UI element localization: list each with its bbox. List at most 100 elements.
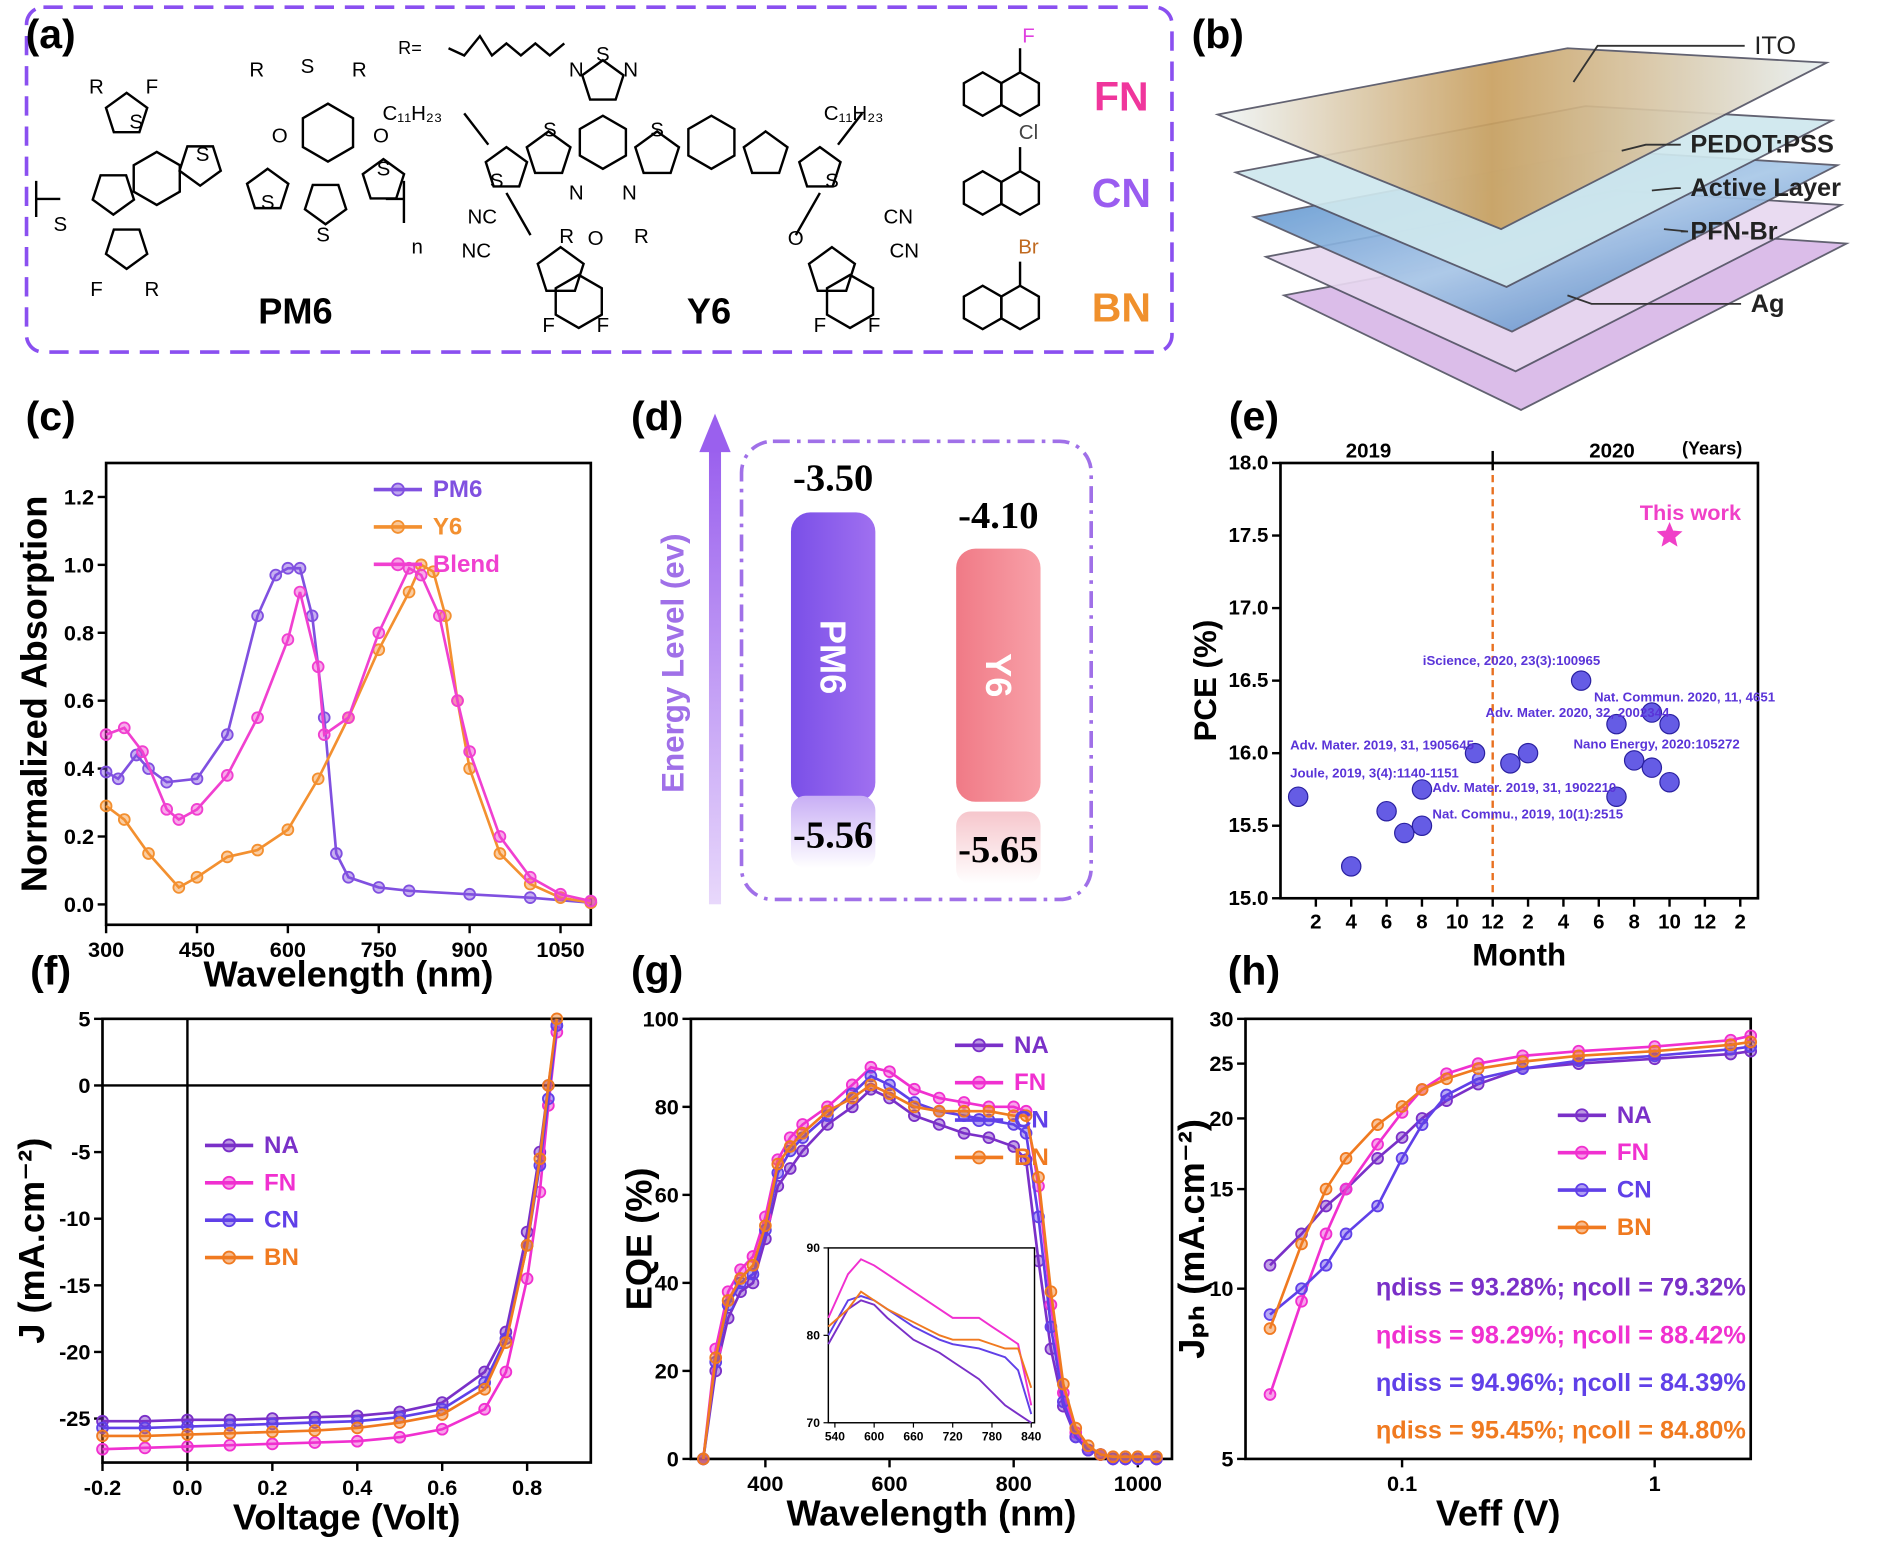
marker [1395,1152,1409,1165]
marker [220,769,234,782]
device-layer-label: ITO [1754,32,1796,60]
citation-annotation: Adv. Mater. 2019, 31, 1902210 [1432,780,1616,795]
atom-label: S [53,213,67,236]
x-tick-label: 4 [1558,911,1570,934]
legend-swatch-marker [222,1250,237,1265]
lumo-value: -3.50 [793,458,873,500]
ring [361,157,406,200]
x-tick-label: 400 [747,1471,783,1496]
y-tick-label: 18.0 [1229,451,1269,474]
x-tick-label: 4 [1346,911,1358,934]
efficiency-annotation: ηdiss = 95.45%; ηcoll = 84.80% [1376,1417,1746,1445]
atom-label: CN [883,206,913,229]
series-line [827,1295,1033,1415]
ring [825,273,875,330]
marker [523,891,537,904]
pm6-bar [790,512,876,802]
marker [117,721,131,735]
x-axis-label: Veff (V) [1436,1493,1561,1534]
panel-label: (h) [1228,948,1280,994]
atom-label: F [90,278,103,301]
x-tick-label: -0.2 [84,1475,121,1500]
year-label: 2020 [1589,439,1635,462]
marker [542,1079,555,1092]
marker [1371,1152,1384,1165]
ring [1000,284,1041,331]
y6-bar [956,548,1041,802]
ring [132,150,181,207]
panel-label: (c) [26,393,76,439]
y-tick-label: 100 [643,1006,679,1031]
marker [451,694,464,708]
chart: 2 4 6 8 10 12 2 4 6 8 10 12 215.015.516.016.517.017.… [1188,439,1775,973]
atom-label: S [377,157,391,180]
marker [372,626,386,640]
x-axis-label: Month [1472,937,1566,972]
marker [957,1104,971,1118]
legend-label: CN [1014,1107,1049,1134]
marker [1081,1439,1095,1453]
r-chain [448,34,566,58]
series-line [105,566,591,905]
marker [478,1402,491,1416]
series-group [96,1012,564,1456]
marker [908,1100,921,1114]
marker [99,799,113,813]
marker [435,1422,449,1436]
y-tick-label: 80 [655,1094,679,1119]
marker [746,1267,760,1281]
marker [1516,1055,1529,1068]
ring [91,174,136,217]
marker [1119,1450,1132,1464]
ring [178,145,223,188]
series-group [1287,521,1683,877]
atom-label: O [373,125,389,148]
y-tick-label: 16.5 [1229,669,1269,692]
homo-value: -5.65 [958,829,1038,871]
marker [1019,1109,1033,1122]
efficiency-annotation: ηdiss = 93.28%; ηcoll = 79.32% [1376,1274,1746,1302]
y-tick-label: 40 [655,1270,679,1295]
material-name: PM6 [813,620,854,694]
plot-frame [1244,1017,1753,1461]
marker [734,1272,747,1285]
y-tick-label: 25 [1209,1051,1233,1076]
molecule-name: Y6 [687,291,731,332]
marker [523,870,537,884]
y-tick-label: 15.5 [1229,814,1269,837]
marker [932,1091,946,1105]
marker [845,1091,859,1105]
series-line [105,563,592,905]
point [1517,742,1539,764]
ring [245,167,290,210]
point [1394,822,1415,844]
y6-homo-band [956,811,1041,884]
marker [883,1078,896,1092]
y-axis-label: EQE (%) [619,1168,660,1311]
energy-axis-label: Energy Level (ev) [655,533,690,792]
y-tick-label: 70 [806,1416,820,1430]
atom-label: NC [461,239,491,262]
marker [308,1436,322,1449]
y-tick-label: 5 [78,1006,90,1031]
molecule-name: PM6 [258,291,332,332]
plot-frame [689,1017,1174,1461]
marker [308,1424,322,1437]
x-tick-label: 0.6 [427,1475,457,1500]
plot-frame [101,1017,593,1464]
marker [908,1082,921,1096]
series-group [99,558,598,910]
marker [1319,1199,1333,1213]
marker [372,881,386,894]
x-tick-label: 10 [1446,911,1469,934]
device-layer-label: PEDOT:PSS [1690,131,1833,159]
y-tick-label: -15 [59,1273,90,1298]
year-label: 2019 [1346,439,1392,462]
point [1464,742,1486,764]
legend-label: CN [1617,1177,1652,1204]
ring [554,273,603,330]
panel-d-frame [739,439,1093,902]
marker [1395,1100,1409,1113]
y-tick-label: 5 [1221,1446,1233,1471]
